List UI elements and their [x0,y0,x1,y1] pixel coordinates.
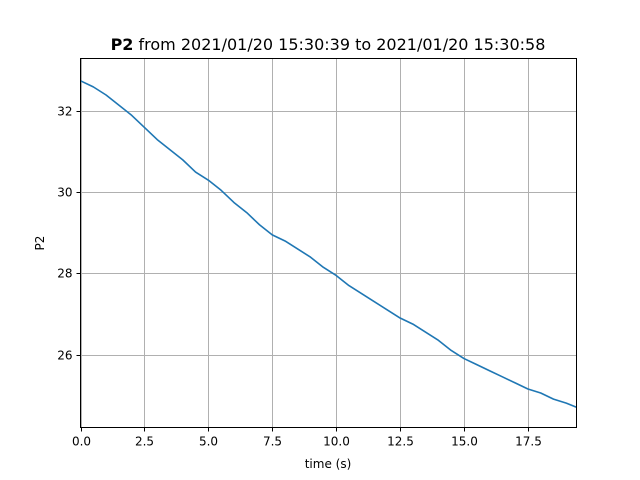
series-line [80,80,577,408]
x-tick-label: 5.0 [199,435,218,449]
y-tick-label: 30 [57,186,72,200]
x-tick-label: 7.5 [263,435,282,449]
grid-lines [80,58,577,428]
y-axis-label: P2 [33,236,47,251]
x-tick-label: 17.5 [515,435,542,449]
x-tick-label: 15.0 [451,435,478,449]
chart-title-range: from 2021/01/20 15:30:39 to 2021/01/20 1… [133,35,545,54]
series-layer [80,80,577,408]
y-tick-label: 26 [57,349,72,363]
x-tick-label: 0.0 [72,435,91,449]
plot-frame [80,58,577,428]
x-tick-label: 10.0 [323,435,350,449]
x-tick-label: 12.5 [387,435,414,449]
x-axis-label: time (s) [305,457,352,471]
y-tick-label: 32 [57,105,72,119]
x-tick-label: 2.5 [135,435,154,449]
chart-title-series: P2 [111,35,134,54]
x-axis-ticks: 0.0 2.5 5.0 7.5 10.0 12.5 15.0 17.5 [72,427,542,449]
y-tick-label: 28 [57,267,72,281]
y-axis-ticks: 26 28 30 32 [57,105,81,363]
chart-title: P2 from 2021/01/20 15:30:39 to 2021/01/2… [111,35,546,54]
